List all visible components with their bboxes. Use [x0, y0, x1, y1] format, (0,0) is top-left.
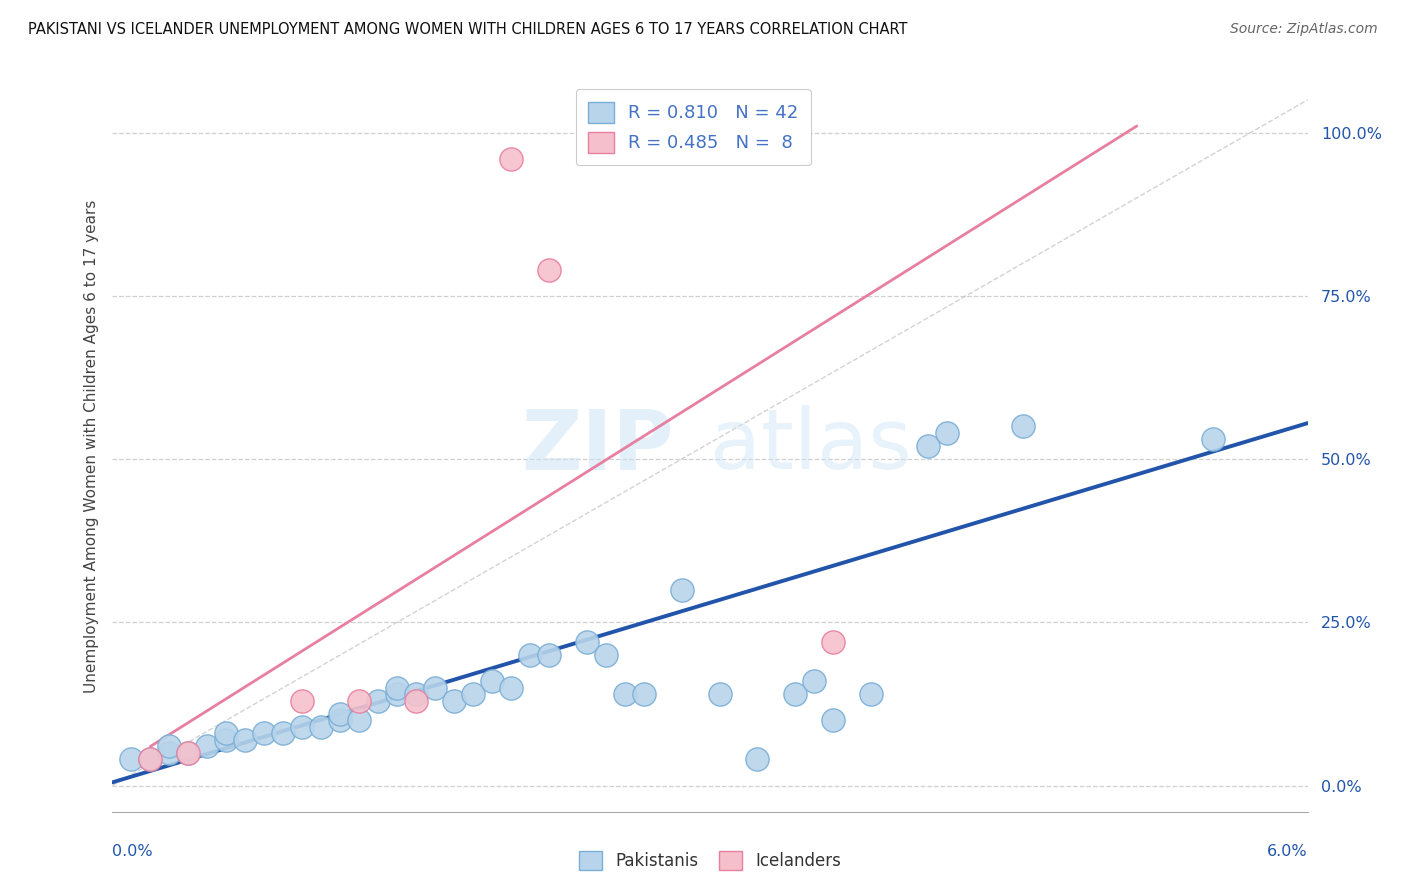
Point — [1202, 433, 1225, 447]
Point — [367, 694, 389, 708]
Point — [405, 694, 427, 708]
Point — [481, 674, 503, 689]
Point — [785, 687, 807, 701]
Point — [575, 635, 598, 649]
Point — [747, 752, 769, 766]
Point — [215, 732, 238, 747]
Point — [803, 674, 825, 689]
Text: ZIP: ZIP — [522, 406, 675, 486]
Point — [423, 681, 446, 695]
Point — [823, 635, 845, 649]
Y-axis label: Unemployment Among Women with Children Ages 6 to 17 years: Unemployment Among Women with Children A… — [83, 199, 98, 693]
Point — [405, 687, 427, 701]
Legend: Pakistanis, Icelanders: Pakistanis, Icelanders — [572, 844, 848, 877]
Point — [347, 694, 370, 708]
Point — [139, 752, 162, 766]
Point — [537, 262, 560, 277]
Text: Source: ZipAtlas.com: Source: ZipAtlas.com — [1230, 22, 1378, 37]
Point — [917, 439, 939, 453]
Point — [860, 687, 883, 701]
Point — [347, 714, 370, 728]
Text: 0.0%: 0.0% — [112, 845, 153, 859]
Point — [1012, 419, 1035, 434]
Point — [671, 582, 693, 597]
Point — [157, 739, 180, 754]
Point — [613, 687, 636, 701]
Point — [499, 152, 522, 166]
Text: 6.0%: 6.0% — [1267, 845, 1308, 859]
Point — [291, 694, 314, 708]
Point — [329, 706, 352, 721]
Point — [177, 746, 200, 760]
Point — [195, 739, 218, 754]
Point — [633, 687, 655, 701]
Point — [519, 648, 541, 662]
Point — [291, 720, 314, 734]
Point — [177, 746, 200, 760]
Point — [309, 720, 332, 734]
Point — [233, 732, 256, 747]
Point — [271, 726, 294, 740]
Point — [215, 726, 238, 740]
Point — [385, 681, 408, 695]
Text: PAKISTANI VS ICELANDER UNEMPLOYMENT AMONG WOMEN WITH CHILDREN AGES 6 TO 17 YEARS: PAKISTANI VS ICELANDER UNEMPLOYMENT AMON… — [28, 22, 908, 37]
Point — [709, 687, 731, 701]
Point — [537, 648, 560, 662]
Point — [443, 694, 465, 708]
Point — [139, 752, 162, 766]
Point — [385, 687, 408, 701]
Point — [329, 714, 352, 728]
Point — [120, 752, 142, 766]
Point — [253, 726, 276, 740]
Point — [823, 714, 845, 728]
Point — [499, 681, 522, 695]
Point — [936, 425, 959, 440]
Point — [461, 687, 484, 701]
Text: atlas: atlas — [710, 406, 911, 486]
Point — [595, 648, 617, 662]
Point — [157, 746, 180, 760]
